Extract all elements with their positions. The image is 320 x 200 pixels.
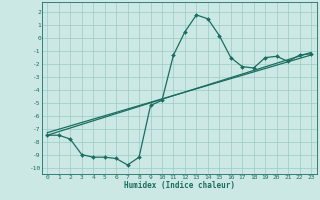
X-axis label: Humidex (Indice chaleur): Humidex (Indice chaleur) — [124, 181, 235, 190]
